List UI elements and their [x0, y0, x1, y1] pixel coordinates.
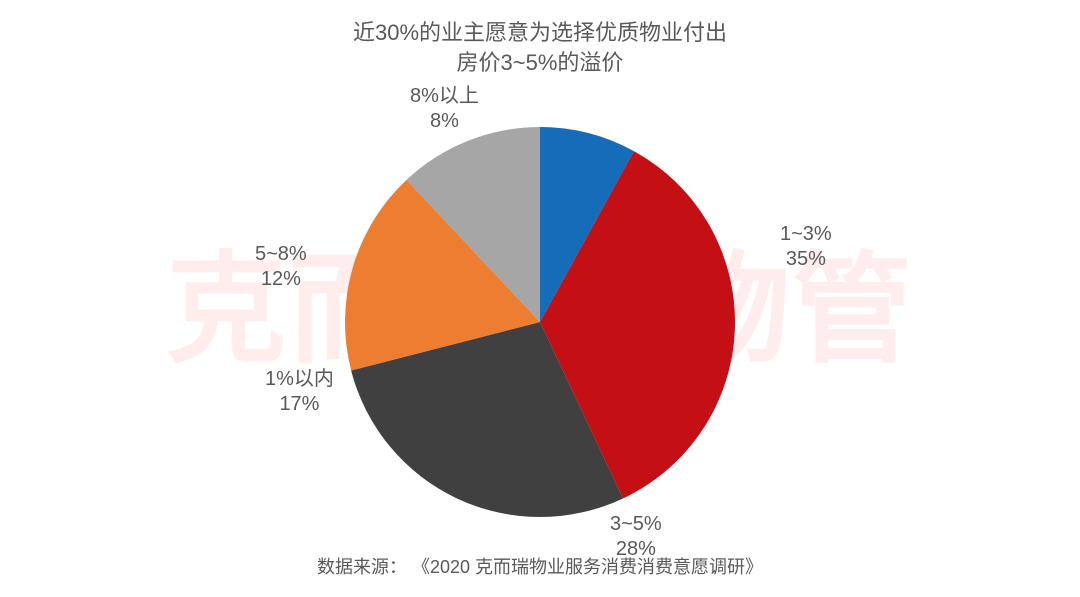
pie-label-3-name: 1%以内	[265, 368, 334, 390]
pie-label-2-name: 3~5%	[610, 513, 662, 535]
chart-title-line1: 近30%的业主愿意为选择优质物业付出	[353, 20, 727, 45]
pie-label-4-pct: 12%	[261, 268, 301, 290]
chart-title-line2: 房价3~5%的溢价	[457, 50, 624, 75]
pie-label-0: 8%以上 8%	[410, 84, 479, 134]
pie-label-1-name: 1~3%	[780, 223, 832, 245]
pie-label-1-pct: 35%	[786, 248, 826, 270]
pie-svg	[190, 92, 890, 552]
source-prefix: 数据来源：	[317, 557, 407, 577]
pie-label-4: 5~8% 12%	[255, 242, 307, 292]
pie-label-4-name: 5~8%	[255, 243, 307, 265]
source-text: 《2020 克而瑞物业服务消费消费意愿调研》	[412, 557, 763, 577]
pie-label-3: 1%以内 17%	[265, 367, 334, 417]
pie-label-2-pct: 28%	[616, 538, 656, 560]
pie-label-3-pct: 17%	[279, 393, 319, 415]
pie-chart: 8%以上 8% 1~3% 35% 3~5% 28% 1%以内 17% 5~8% …	[190, 92, 890, 552]
pie-label-2: 3~5% 28%	[610, 512, 662, 562]
pie-label-0-pct: 8%	[430, 110, 459, 132]
pie-label-0-name: 8%以上	[410, 85, 479, 107]
pie-label-1: 1~3% 35%	[780, 222, 832, 272]
chart-title: 近30%的业主愿意为选择优质物业付出 房价3~5%的溢价	[0, 18, 1080, 77]
data-source: 数据来源： 《2020 克而瑞物业服务消费消费意愿调研》	[0, 553, 1080, 579]
